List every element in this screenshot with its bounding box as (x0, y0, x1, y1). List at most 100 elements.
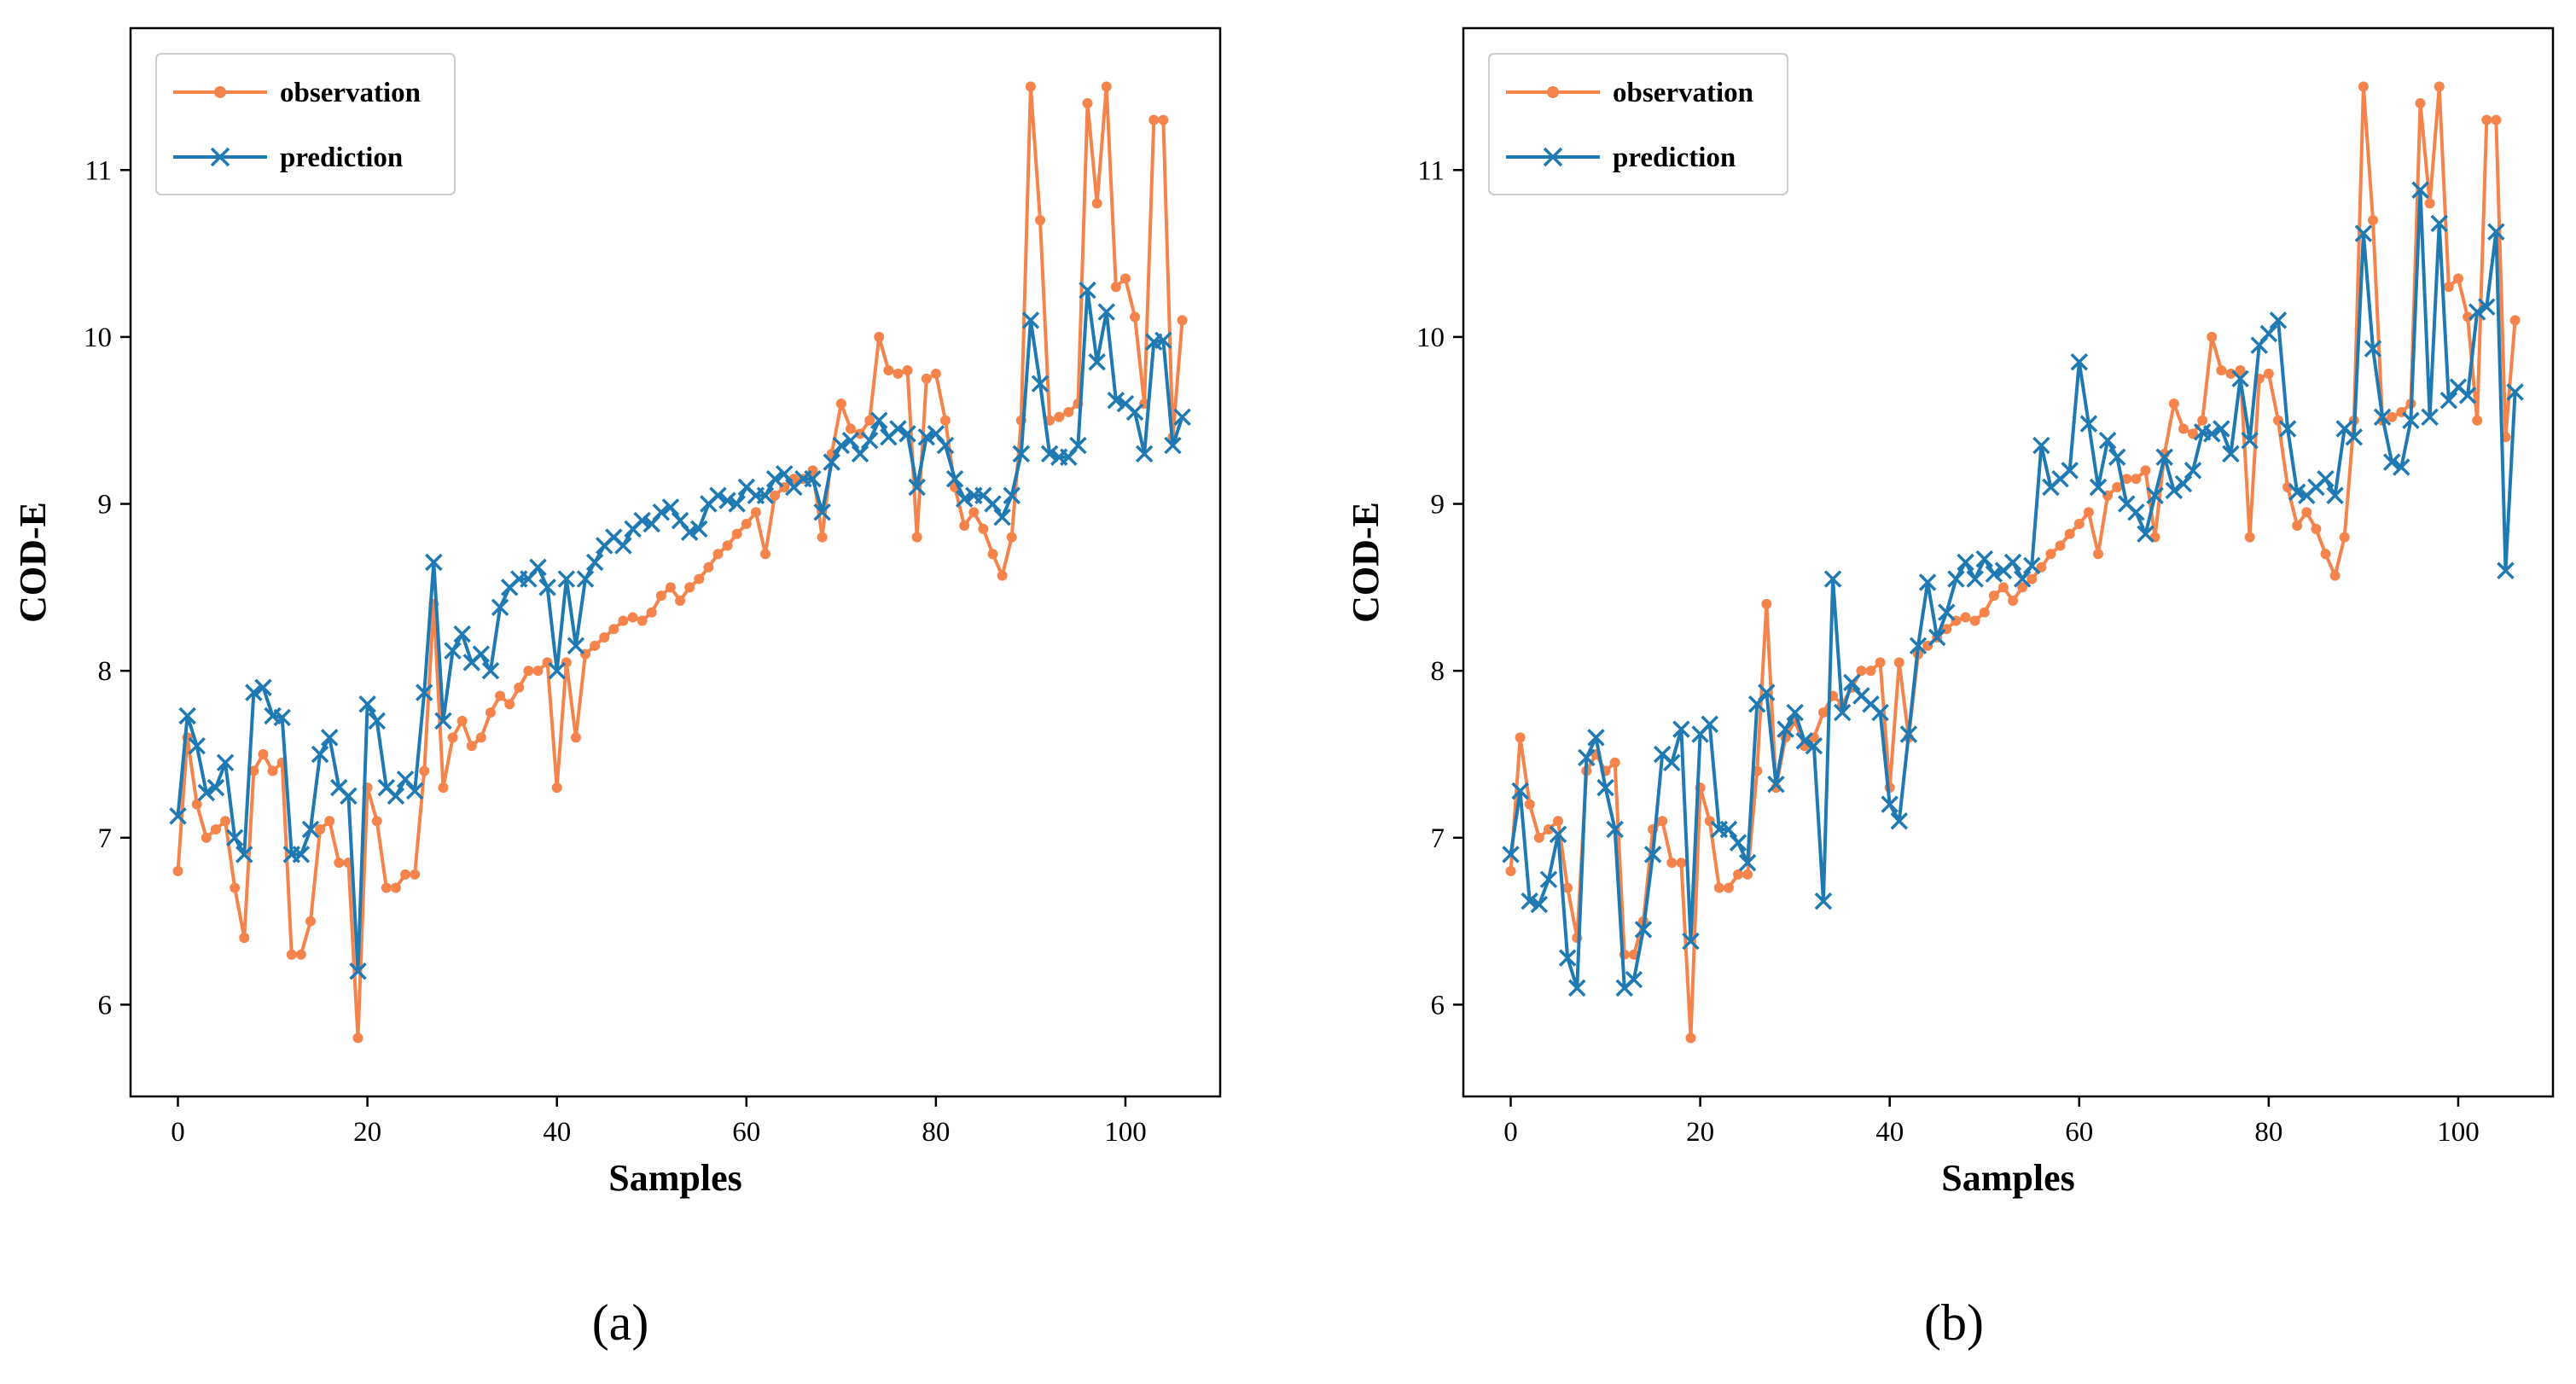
observation-point (864, 415, 875, 426)
prediction-point (368, 712, 386, 730)
observation-point (1761, 598, 1772, 609)
prediction-point (1530, 895, 1549, 914)
prediction-point (2354, 224, 2373, 242)
observation-point (1960, 612, 1971, 623)
legend-observation-marker-icon (214, 86, 226, 98)
prediction-point (955, 490, 974, 508)
prediction-point (2364, 340, 2382, 358)
prediction-point (481, 661, 500, 680)
prediction-point (2487, 223, 2505, 241)
observation-point (1158, 114, 1169, 125)
prediction-point (2174, 474, 2193, 493)
observation-point (722, 540, 733, 551)
observation-point (2339, 532, 2350, 543)
prediction-point (690, 520, 708, 538)
prediction-point (652, 503, 671, 521)
observation-point (248, 765, 259, 776)
prediction-point (2278, 420, 2297, 438)
observation-point (2008, 595, 2019, 606)
prediction-point (169, 807, 187, 825)
observation-point (1562, 882, 1573, 893)
prediction-point (2497, 561, 2515, 580)
observation-point (694, 573, 705, 584)
observation-point (835, 398, 846, 410)
observation-point (2112, 481, 2123, 492)
observation-point (1130, 311, 1141, 323)
prediction-point (1729, 834, 1747, 852)
observation-point (750, 507, 761, 518)
prediction-point (1021, 311, 1040, 329)
observation-point (1676, 858, 1687, 869)
prediction-point (520, 570, 538, 588)
observation-point (1119, 273, 1131, 284)
x-tick-label: 80 (922, 1117, 950, 1148)
observation-point (1101, 81, 1112, 92)
observation-point (400, 869, 411, 880)
prediction-point (585, 553, 604, 572)
prediction-point (1918, 573, 1937, 591)
chart-panel-b: 0 20 40 60 80 100 6 7 8 9 10 11 Samples COD-E observat… (1345, 26, 2555, 1351)
observation-point (172, 865, 183, 876)
prediction-point (453, 625, 471, 643)
observation-point (2292, 520, 2303, 531)
prediction-point (434, 712, 452, 730)
observation-point (2188, 428, 2199, 439)
prediction-point (2259, 324, 2278, 343)
observation-point (2311, 523, 2322, 534)
observation-point (2443, 282, 2454, 293)
observation-point (874, 331, 885, 342)
prediction-point (340, 787, 358, 805)
prediction-point (245, 683, 263, 701)
observation-point (1025, 81, 1036, 92)
observation-point (1685, 1032, 1696, 1044)
observation-point (514, 682, 525, 693)
y-tick-label: 7 (98, 823, 113, 854)
observation-point (883, 365, 894, 376)
observation-point (759, 549, 770, 560)
observation-point (978, 523, 989, 534)
prediction-point (1767, 775, 1785, 794)
prediction-point (320, 729, 339, 747)
observation-point (817, 532, 828, 543)
observation-point (618, 615, 629, 626)
prediction-point (1957, 553, 1974, 572)
legend-observation-marker-icon (1547, 86, 1559, 98)
observation-point (220, 816, 231, 827)
prediction-point (1966, 570, 1984, 588)
observation-point (438, 782, 449, 794)
observation-point (2452, 273, 2463, 284)
prediction-point (1682, 932, 1700, 951)
prediction-point (1154, 331, 1172, 350)
prediction-point (680, 523, 699, 542)
prediction-point (908, 478, 926, 497)
x-tick-label: 60 (2065, 1117, 2093, 1148)
observation-point (665, 582, 676, 593)
prediction-point (2373, 408, 2392, 427)
series-prediction (169, 281, 1191, 980)
prediction-point (254, 678, 272, 696)
legend: observation prediction (1488, 53, 1788, 195)
prediction-point (1747, 695, 1766, 713)
observation-point (2140, 465, 2151, 476)
prediction-point (548, 661, 566, 680)
observation-point (2168, 398, 2179, 410)
prediction-point (2203, 425, 2221, 443)
prediction-point (2506, 383, 2524, 401)
observation-point (1091, 198, 1102, 209)
y-tick-label: 8 (1431, 656, 1445, 687)
prediction-point (1701, 715, 1718, 733)
prediction-point (1776, 720, 1794, 738)
prediction-point (756, 486, 775, 504)
observation-point (352, 1032, 363, 1044)
observation-point (315, 824, 326, 834)
x-tick-label: 0 (1503, 1117, 1518, 1148)
prediction-point (898, 425, 916, 443)
prediction-point (2032, 436, 2050, 455)
chart-panel-a: 0 20 40 60 80 100 6 7 8 9 10 11 Samples COD-E observat… (12, 26, 1222, 1351)
observation-point (1035, 214, 1046, 225)
prediction-point (775, 465, 794, 483)
observation-point (646, 607, 657, 618)
prediction-point (1502, 846, 1520, 864)
prediction-point (1814, 892, 1833, 910)
prediction-point (1975, 550, 1993, 568)
